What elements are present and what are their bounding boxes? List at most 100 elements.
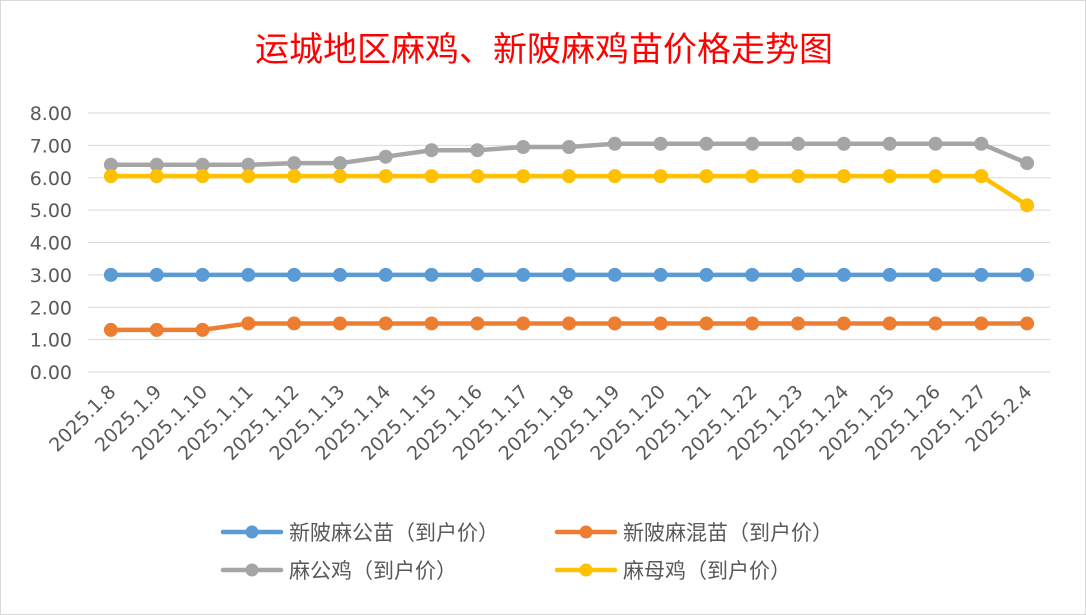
data-point xyxy=(241,267,256,282)
data-point xyxy=(516,169,531,184)
data-point xyxy=(332,316,347,331)
data-point xyxy=(882,267,897,282)
legend-swatch-marker xyxy=(245,563,259,577)
y-tick-label: 3.00 xyxy=(30,265,72,287)
legend-label: 新陂麻公苗（到户价） xyxy=(289,521,499,545)
data-point xyxy=(836,136,851,151)
data-point xyxy=(699,136,714,151)
data-point xyxy=(791,267,806,282)
data-point xyxy=(836,267,851,282)
data-point xyxy=(745,316,760,331)
data-point xyxy=(882,316,897,331)
data-point xyxy=(424,267,439,282)
data-point xyxy=(653,267,668,282)
data-point xyxy=(791,136,806,151)
data-point xyxy=(516,267,531,282)
data-point xyxy=(516,316,531,331)
y-tick-label: 2.00 xyxy=(30,297,72,319)
legend-item: 新陂麻公苗（到户价） xyxy=(220,521,499,545)
series-group xyxy=(103,136,1035,172)
data-point xyxy=(882,169,897,184)
y-tick-label: 1.00 xyxy=(30,330,72,352)
y-tick-label: 0.00 xyxy=(30,362,72,384)
y-tick-label: 7.00 xyxy=(30,135,72,157)
legend-swatch-marker xyxy=(245,525,259,539)
legend-item: 新陂麻混苗（到户价） xyxy=(554,521,833,545)
data-point xyxy=(974,316,989,331)
data-point xyxy=(149,169,164,184)
data-point xyxy=(836,169,851,184)
data-point xyxy=(470,143,485,158)
data-point xyxy=(653,136,668,151)
legend-swatch-marker xyxy=(579,525,593,539)
data-point xyxy=(332,169,347,184)
data-point xyxy=(103,267,118,282)
data-point xyxy=(562,267,576,282)
data-point xyxy=(195,322,210,337)
legend-item: 麻公鸡（到户价） xyxy=(220,559,457,583)
data-point xyxy=(1020,198,1035,213)
data-point xyxy=(378,169,393,184)
data-point xyxy=(287,267,302,282)
data-point xyxy=(1020,267,1035,282)
series-group xyxy=(103,316,1035,337)
data-point xyxy=(1020,156,1035,171)
data-point xyxy=(470,169,485,184)
y-tick-label: 8.00 xyxy=(30,103,72,125)
y-tick-label: 6.00 xyxy=(30,168,72,190)
data-point xyxy=(928,169,943,184)
data-point xyxy=(378,149,393,164)
chart-title: 运城地区麻鸡、新陂麻鸡苗价格走势图 xyxy=(255,30,833,70)
data-point xyxy=(332,267,347,282)
data-point xyxy=(241,169,256,184)
y-tick-label: 5.00 xyxy=(30,200,72,222)
data-point xyxy=(103,322,118,337)
data-point xyxy=(699,169,714,184)
data-point xyxy=(241,316,256,331)
data-point xyxy=(1020,316,1035,331)
legend-item: 麻母鸡（到户价） xyxy=(554,559,791,583)
data-point xyxy=(791,169,806,184)
x-axis-ticks: 2025.1.82025.1.92025.1.102025.1.112025.1… xyxy=(45,381,1037,465)
data-point xyxy=(287,316,302,331)
legend: 新陂麻公苗（到户价） 新陂麻混苗（到户价） 麻公鸡（到户价） 麻母鸡（到户价） xyxy=(220,521,833,583)
data-point xyxy=(287,169,302,184)
data-point xyxy=(378,267,393,282)
y-tick-label: 4.00 xyxy=(30,233,72,255)
data-point xyxy=(745,267,760,282)
data-point xyxy=(928,136,943,151)
data-point xyxy=(607,267,622,282)
data-point xyxy=(928,267,943,282)
data-point xyxy=(424,316,439,331)
y-axis-ticks: 0.00 1.00 2.00 3.00 4.00 5.00 6.00 7.00 8.00 xyxy=(30,103,72,384)
data-point xyxy=(653,316,668,331)
data-point xyxy=(378,316,393,331)
data-point xyxy=(607,316,622,331)
series-layer xyxy=(103,136,1035,337)
data-point xyxy=(882,136,897,151)
data-point xyxy=(287,156,302,171)
legend-label: 麻母鸡（到户价） xyxy=(623,559,791,583)
data-point xyxy=(470,316,485,331)
data-point xyxy=(607,136,622,151)
data-point xyxy=(195,267,210,282)
data-point xyxy=(699,316,714,331)
data-point xyxy=(607,169,622,184)
data-point xyxy=(562,139,576,154)
data-point xyxy=(332,156,347,171)
data-point xyxy=(928,316,943,331)
data-point xyxy=(562,169,576,184)
series-group xyxy=(103,169,1035,213)
legend-label: 新陂麻混苗（到户价） xyxy=(623,521,833,545)
data-point xyxy=(974,136,989,151)
data-point xyxy=(103,169,118,184)
data-point xyxy=(974,169,989,184)
legend-swatch-marker xyxy=(579,563,593,577)
data-point xyxy=(745,169,760,184)
data-point xyxy=(836,316,851,331)
data-point xyxy=(653,169,668,184)
data-point xyxy=(562,316,576,331)
data-point xyxy=(974,267,989,282)
